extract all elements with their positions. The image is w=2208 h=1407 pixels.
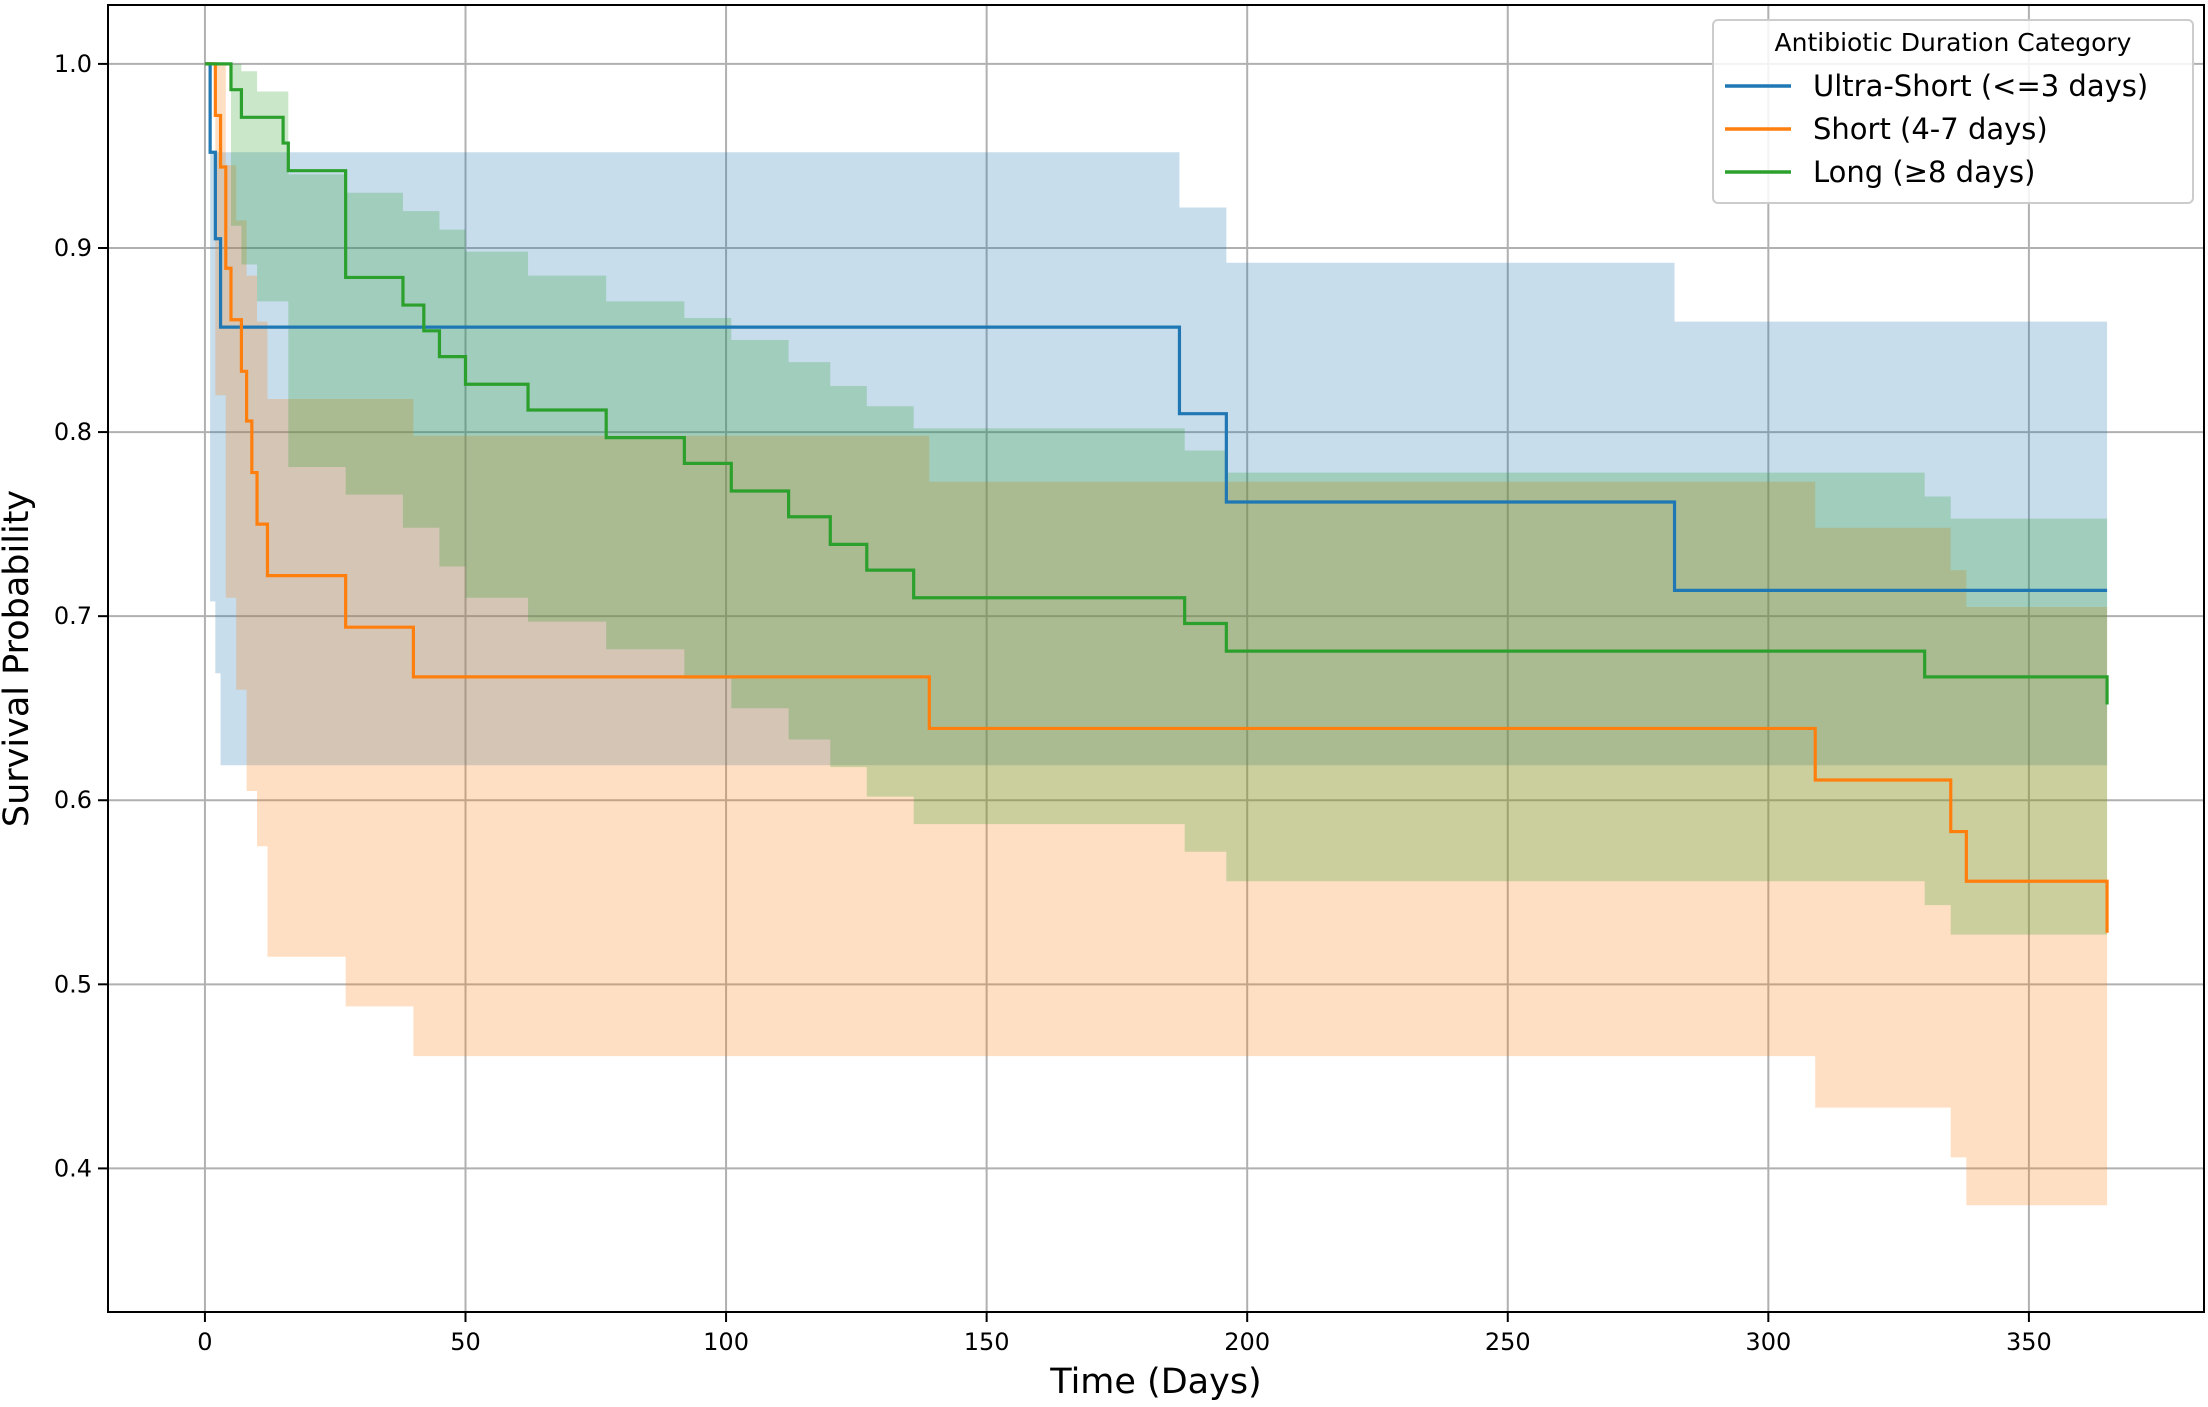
ci-band-short-4-7-days [204, 63, 2108, 1255]
x-tick-label: 150 [964, 1328, 1010, 1356]
x-axis-ticks: 0 50 100 150 200 250 300 350 [197, 1312, 2052, 1356]
legend-items: Ultra-Short (<=3 days) Short (4-7 days) Lo… [1725, 69, 2148, 189]
ci-band-long-8-days [204, 63, 2108, 935]
y-tick-label: 0.5 [54, 970, 92, 998]
survival-line-long-8-days [204, 62, 2109, 705]
survival-line-ultra-short-3-days [204, 62, 2108, 592]
x-tick-label: 100 [703, 1328, 749, 1356]
legend-label-long-8-days: Long (≥8 days) [1813, 155, 2035, 189]
x-tick-label: 50 [450, 1328, 481, 1356]
y-axis-label: Survival Probability [0, 490, 37, 827]
x-tick-label: 300 [1745, 1328, 1791, 1356]
y-tick-label: 0.4 [54, 1154, 92, 1182]
legend-label-ultra-short-3-days: Ultra-Short (<=3 days) [1813, 69, 2148, 103]
y-tick-label: 0.8 [54, 418, 92, 446]
confidence-bands [204, 63, 2108, 1255]
y-axis-ticks: 0.4 0.5 0.6 0.7 0.8 0.9 1.0 [54, 50, 108, 1182]
grid-lines [108, 5, 2204, 1312]
ci-band-ultra-short-3-days [204, 63, 2108, 766]
x-tick-label: 0 [197, 1328, 212, 1356]
y-tick-label: 1.0 [54, 50, 92, 78]
legend-box [1712, 19, 2194, 204]
plot-frame [107, 4, 2205, 1313]
legend-title: Antibiotic Duration Category [1775, 28, 2132, 57]
legend: Antibiotic Duration Category Ultra-Short… [1712, 19, 2194, 204]
x-tick-label: 200 [1224, 1328, 1270, 1356]
y-tick-label: 0.6 [54, 786, 92, 814]
y-tick-label: 0.9 [54, 234, 92, 262]
y-tick-label: 0.7 [54, 602, 92, 630]
survival-line-short-4-7-days [204, 62, 2109, 933]
survival-lines [204, 62, 2109, 933]
x-tick-label: 350 [2006, 1328, 2052, 1356]
legend-label-short-4-7-days: Short (4-7 days) [1813, 112, 2048, 146]
x-axis-label: Time (Days) [1049, 1362, 1261, 1402]
x-tick-label: 250 [1485, 1328, 1531, 1356]
